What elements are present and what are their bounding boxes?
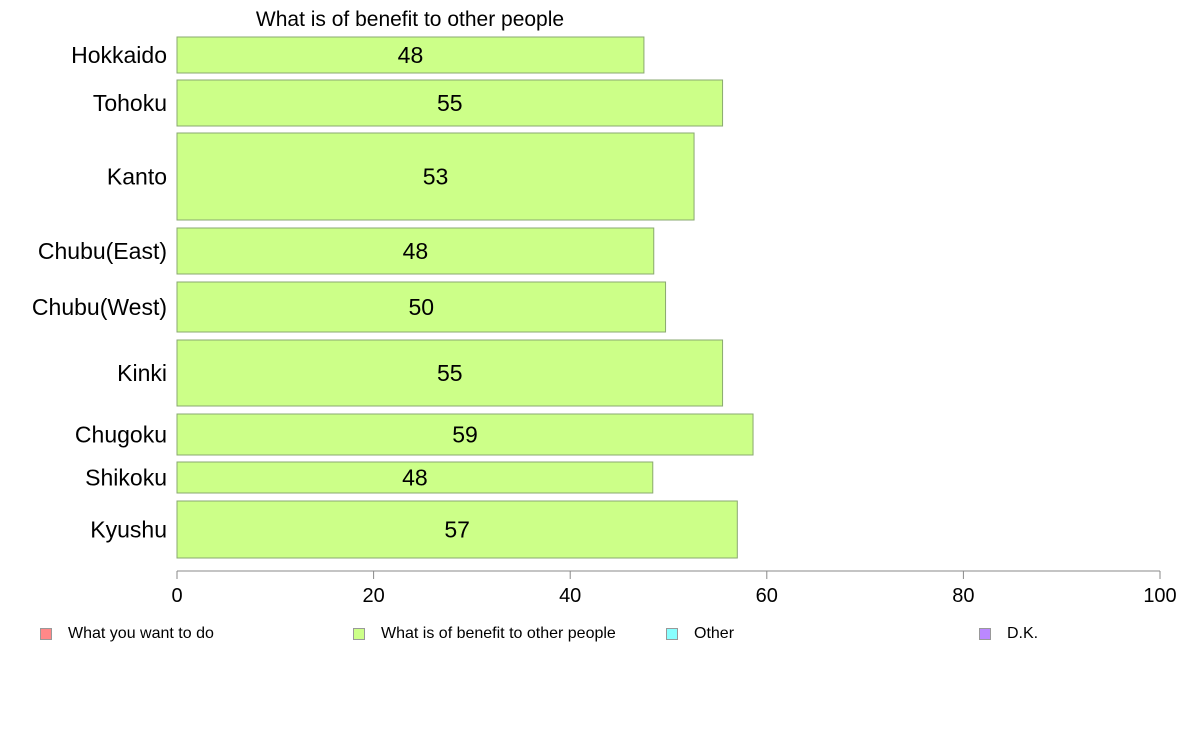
category-label: Chubu(East) <box>38 238 167 264</box>
data-label: 55 <box>437 90 463 116</box>
bar-kanto <box>176 132 695 221</box>
x-tick-label: 60 <box>756 585 778 607</box>
legend-swatch <box>979 628 991 640</box>
data-label: 55 <box>437 360 463 386</box>
category-label: Chubu(West) <box>32 294 167 320</box>
bar-chugoku <box>176 413 754 456</box>
data-label: 48 <box>398 42 424 68</box>
data-label: 59 <box>452 422 478 448</box>
legend-item-other: Other <box>666 624 734 644</box>
data-label: 57 <box>444 517 470 543</box>
x-tick-label: 100 <box>1143 585 1176 607</box>
category-label: Kinki <box>117 360 167 386</box>
data-label: 48 <box>402 465 428 491</box>
data-label: 48 <box>403 238 429 264</box>
chart-title: What is of benefit to other people <box>256 8 564 31</box>
x-axis: 0 20 40 60 80 100 <box>171 570 1177 607</box>
category-labels: Hokkaido Tohoku Kanto Chubu(East) Chubu(West… <box>32 42 167 543</box>
data-label: 50 <box>408 294 434 320</box>
legend-item-benefit-to-others: What is of benefit to other people <box>353 624 616 644</box>
legend-label: What you want to do <box>68 625 214 642</box>
legend-label: What is of benefit to other people <box>381 625 616 642</box>
bar-chubu-east <box>176 227 655 275</box>
legend-swatch <box>666 628 678 640</box>
x-tick-label: 40 <box>559 585 581 607</box>
bar-chubu-west <box>176 281 667 333</box>
legend-item-dk: D.K. <box>979 624 1038 644</box>
category-label: Shikoku <box>85 465 167 491</box>
data-label: 53 <box>423 164 449 190</box>
legend-swatch <box>353 628 365 640</box>
x-tick-label: 0 <box>171 585 182 607</box>
x-tick-label: 80 <box>952 585 974 607</box>
bar-shikoku <box>176 461 654 494</box>
bar-kyushu <box>176 500 738 559</box>
category-label: Kanto <box>107 164 167 190</box>
category-label: Hokkaido <box>71 42 167 68</box>
legend-item-what-you-want-to-do: What you want to do <box>40 624 214 644</box>
legend-label: Other <box>694 625 735 642</box>
bar-kinki <box>176 339 724 407</box>
legend-swatch <box>40 628 52 640</box>
category-label: Chugoku <box>75 422 167 448</box>
x-tick-label: 20 <box>362 585 384 607</box>
bar-tohoku <box>176 79 724 127</box>
legend-label: D.K. <box>1007 625 1039 642</box>
category-label: Kyushu <box>90 517 167 543</box>
category-label: Tohoku <box>93 90 167 116</box>
bar-hokkaido <box>176 36 645 74</box>
bars-group: 48 55 53 48 50 55 59 48 57 <box>176 36 754 559</box>
